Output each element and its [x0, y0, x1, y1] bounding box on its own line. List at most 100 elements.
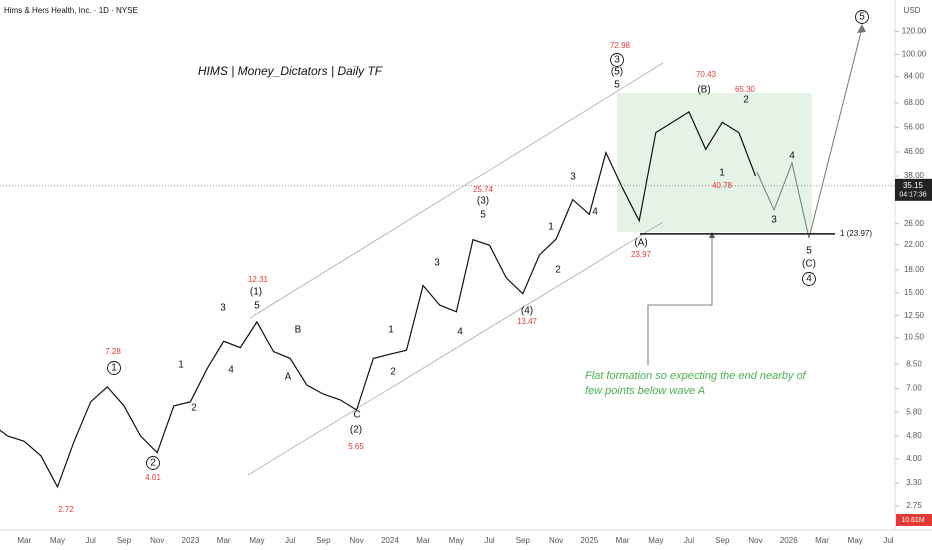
x-tick-label: May: [648, 536, 663, 545]
wave-label: 3: [771, 215, 777, 226]
note: Flat formation so expecting the end near…: [585, 370, 807, 382]
y-tick-label: 5.80: [906, 407, 922, 416]
volume-tag: [896, 514, 932, 526]
x-tick-label: May: [249, 536, 264, 545]
wave-label: 3: [614, 55, 620, 66]
wave-label: (5): [611, 67, 623, 78]
wave-label: 5: [859, 12, 865, 23]
wave-circle: [107, 361, 121, 375]
wave-label: (B): [697, 85, 710, 96]
x-tick-label: Sep: [316, 536, 331, 545]
wave-label: 5: [614, 80, 620, 91]
y-tick-label: 38.00: [904, 171, 925, 180]
y-tick-label: 8.50: [906, 359, 922, 368]
y-tick-label: 18.00: [904, 265, 925, 274]
y-tick-label: 15.00: [904, 288, 925, 297]
y-tick-label: 84.00: [904, 71, 925, 80]
x-tick-label: Sep: [516, 536, 531, 545]
wave-circle: [855, 10, 869, 24]
arrow-head: [857, 24, 866, 33]
level-label: 1 (23.97): [840, 229, 872, 238]
x-tick-label: 2026: [780, 536, 798, 545]
x-tick-label: Mar: [616, 536, 630, 545]
x-tick-label: 2025: [580, 536, 598, 545]
wave-label: 2.72: [58, 505, 74, 514]
flat-zone: [617, 93, 812, 232]
wave-label: 5: [254, 301, 260, 312]
y-tick-label: 22.00: [904, 240, 925, 249]
wave-label: 4: [789, 151, 795, 162]
wave-label: 1: [548, 222, 554, 233]
wave-label: 2: [390, 367, 396, 378]
wave-label: 4: [592, 207, 598, 218]
wave-label: 2: [191, 403, 197, 414]
x-tick-label: 2023: [182, 536, 200, 545]
y-tick-label: 2.75: [906, 501, 922, 510]
y-tick-label: 120.00: [902, 27, 927, 36]
x-tick-label: Jul: [285, 536, 295, 545]
wave-label: 12.31: [248, 275, 269, 284]
wave-label: 3: [220, 303, 226, 314]
wave-label: (1): [250, 287, 262, 298]
wave-label: 72.98: [610, 41, 631, 50]
x-tick-label: May: [50, 536, 65, 545]
wave-label: 4: [228, 365, 234, 376]
symbol: Hims & Hers Health, Inc. · 1D · NYSE: [4, 6, 138, 15]
wave-label: 40.78: [712, 181, 733, 190]
x-tick-label: Jul: [484, 536, 494, 545]
y-tick-label: 4.80: [906, 431, 922, 440]
y-tick-label: 3.30: [906, 478, 922, 487]
wave-label: (C): [802, 259, 816, 270]
wave-label: 4.01: [145, 473, 161, 482]
pointer-head: [709, 232, 715, 238]
x-tick-label: Nov: [350, 536, 364, 545]
wave-label: 1: [178, 360, 184, 371]
wave-label: (4): [521, 306, 533, 317]
y-tick-label: 10.50: [904, 333, 925, 342]
currency: USD: [904, 6, 921, 15]
channel-upper: [249, 62, 664, 319]
wave-label: 3: [434, 258, 440, 269]
price-line: [0, 111, 757, 489]
wave-label: B: [295, 325, 302, 336]
pointer: [647, 236, 713, 365]
wave-label: C: [353, 410, 360, 421]
x-tick-label: Jul: [883, 536, 893, 545]
chart-title: HIMS | Money_Dictators | Daily TF: [198, 64, 383, 78]
wave-label: 70.43: [696, 70, 717, 79]
x-tick-label: Sep: [715, 536, 730, 545]
x-tick-label: 2024: [381, 536, 399, 545]
x-tick-label: Mar: [217, 536, 231, 545]
wave-label: 5: [480, 210, 486, 221]
wave-circle: [146, 456, 160, 470]
wave-label: (2): [350, 425, 362, 436]
y-tick-label: 12.50: [904, 311, 925, 320]
x-tick-label: Jul: [86, 536, 96, 545]
x-tick-label: Sep: [117, 536, 132, 545]
wave-label: 23.97: [631, 250, 652, 259]
y-tick-label: 68.00: [904, 98, 925, 107]
y-tick-label: 7.00: [906, 384, 922, 393]
wave-label: 2: [555, 265, 561, 276]
wave-label: 5.65: [348, 442, 364, 451]
wave-label: 2: [150, 458, 156, 469]
wave-label: 1: [111, 363, 117, 374]
x-tick-label: May: [848, 536, 863, 545]
current-price: 35.15: [903, 181, 924, 190]
wave-circle: [610, 53, 624, 67]
wave-label: 4: [457, 327, 463, 338]
channel-lower: [247, 221, 664, 476]
countdown: 04:17:36: [899, 192, 926, 199]
x-tick-label: Nov: [549, 536, 563, 545]
wave-label: (3): [477, 196, 489, 207]
x-tick-label: Jul: [684, 536, 694, 545]
x-tick-label: Nov: [748, 536, 762, 545]
wave-label: 1: [719, 168, 725, 179]
wave-label: 25.74: [473, 185, 494, 194]
wave-label: 4: [806, 274, 812, 285]
x-tick-label: May: [449, 536, 464, 545]
wave-label: 1: [388, 325, 394, 336]
wave-label: 5: [806, 246, 812, 257]
price-tag: [895, 178, 932, 201]
